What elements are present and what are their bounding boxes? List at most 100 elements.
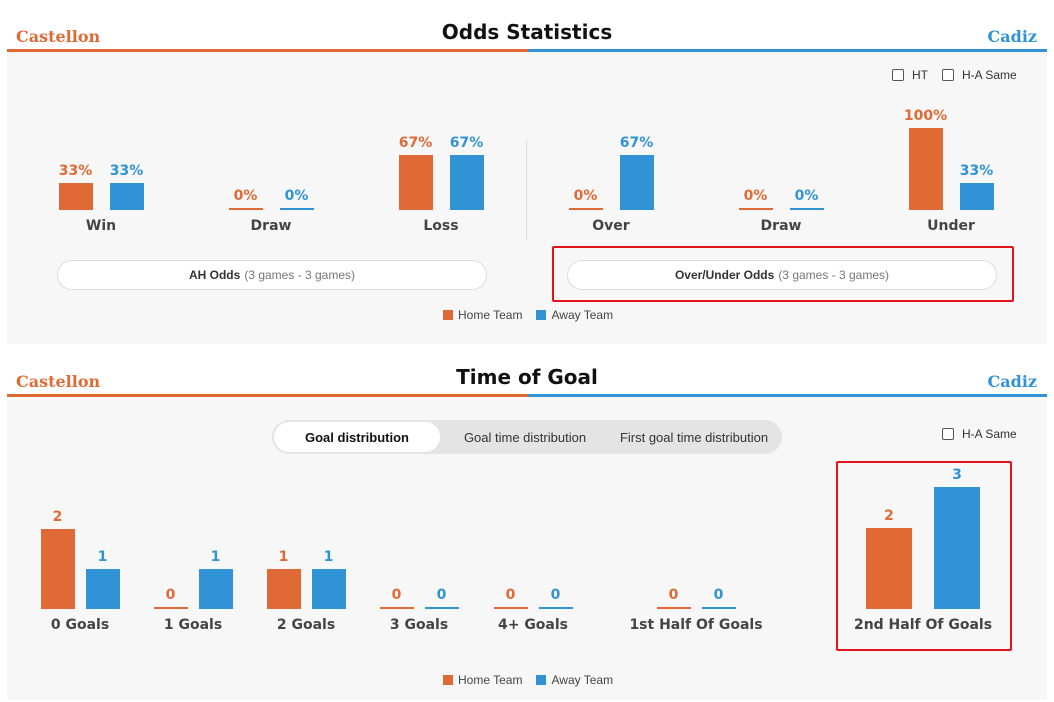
goal-category-label: 2nd Half Of Goals — [853, 617, 993, 633]
goal-value-home: 0 — [165, 587, 176, 603]
goal-bar-home — [493, 607, 528, 609]
goal-category-label: 4+ Goals — [497, 617, 569, 633]
ou-bar-away — [619, 155, 654, 210]
goal-legend: Home Team Away Team — [443, 673, 627, 687]
goal-value-away: 1 — [323, 549, 334, 565]
goal-bar-home — [40, 529, 75, 609]
odds-header: Castellon Odds Statistics Cadiz — [7, 6, 1047, 52]
ha-same-checkbox[interactable]: H-A Same — [942, 427, 1017, 441]
ou-value-home: 0% — [743, 188, 768, 204]
goal-value-away: 0 — [713, 587, 724, 603]
tab-goal-distribution[interactable]: Goal distribution — [274, 422, 440, 452]
away-swatch — [536, 675, 547, 685]
section-title: Time of Goal — [456, 365, 598, 389]
goal-value-home: 0 — [505, 587, 516, 603]
ah-bar-away — [449, 155, 484, 210]
ou-bar-home — [738, 208, 773, 210]
goal-bar-away — [424, 607, 459, 609]
ou-value-home: 100% — [903, 108, 948, 124]
highlight-box-2nd-half — [836, 461, 1012, 651]
tab-goal-time-distribution[interactable]: Goal time distribution — [463, 429, 587, 445]
ou-bar-home — [568, 208, 603, 210]
goal-bar-home — [266, 569, 301, 609]
away-team-name[interactable]: Cadiz — [987, 27, 1037, 46]
ah-value-away: 67% — [449, 135, 484, 151]
away-underline — [528, 394, 1047, 397]
ou-bar-away — [959, 183, 994, 210]
ou-odds-label: Over/Under Odds — [674, 268, 775, 282]
goal-bar-home — [379, 607, 414, 609]
ha-same-label: H-A Same — [962, 68, 1017, 82]
checkbox-icon[interactable] — [892, 69, 904, 81]
goal-bar-home — [866, 528, 912, 609]
home-underline — [7, 49, 528, 52]
legend-home: Home Team — [443, 308, 522, 322]
home-swatch — [443, 310, 453, 320]
ah-odds-games: (3 games - 3 games) — [244, 268, 356, 282]
goal-value-away: 1 — [97, 549, 108, 565]
goal-bar-away — [311, 569, 346, 609]
ou-bar-home — [908, 128, 943, 210]
ah-value-away: 33% — [109, 163, 144, 179]
ah-category-label: Loss — [423, 218, 459, 234]
goal-value-home: 2 — [884, 508, 894, 524]
home-swatch — [443, 675, 453, 685]
legend-away: Away Team — [536, 308, 613, 322]
ah-category-label: Win — [85, 218, 117, 234]
goal-value-away: 1 — [210, 549, 221, 565]
goal-bar-home — [656, 607, 691, 609]
goal-bar-away — [934, 487, 980, 609]
checkbox-icon[interactable] — [942, 428, 954, 440]
legend-home: Home Team — [443, 673, 522, 687]
goal-panel: Goal distribution Goal time distribution… — [7, 397, 1047, 700]
away-team-name[interactable]: Cadiz — [987, 372, 1037, 391]
goal-tabs: Goal distribution Goal time distribution… — [272, 420, 782, 454]
ah-bar-home — [228, 208, 263, 210]
legend-away-label: Away Team — [551, 308, 614, 322]
ah-category-label: Draw — [250, 218, 292, 234]
tab-first-goal-time-distribution[interactable]: First goal time distribution — [619, 429, 769, 445]
goal-bar-away — [701, 607, 736, 609]
ou-odds-games: (3 games - 3 games) — [778, 268, 890, 282]
goal-bar-away — [538, 607, 573, 609]
ah-value-home: 33% — [58, 163, 93, 179]
legend-home-label: Home Team — [458, 308, 523, 322]
checkbox-icon[interactable] — [942, 69, 954, 81]
goal-category-label: 2 Goals — [276, 617, 336, 633]
ah-odds-button[interactable]: AH Odds (3 games - 3 games) — [57, 260, 487, 290]
ah-value-home: 0% — [233, 188, 258, 204]
ha-same-label: H-A Same — [962, 427, 1017, 441]
goal-value-home: 2 — [52, 509, 63, 525]
ha-same-checkbox[interactable]: H-A Same — [942, 68, 1017, 82]
home-team-name[interactable]: Castellon — [16, 27, 101, 46]
ah-bar-away — [279, 208, 314, 210]
home-team-name[interactable]: Castellon — [16, 372, 101, 391]
goal-category-label: 3 Goals — [389, 617, 449, 633]
goal-value-home: 0 — [391, 587, 402, 603]
legend-away-label: Away Team — [551, 673, 614, 687]
ou-value-away: 33% — [959, 163, 994, 179]
ht-label: HT — [912, 68, 928, 82]
goal-value-away: 0 — [550, 587, 561, 603]
ou-bar-away — [789, 208, 824, 210]
ht-checkbox[interactable]: HT — [892, 68, 928, 82]
highlight-box-ou — [552, 246, 1014, 302]
goal-category-label: 0 Goals — [50, 617, 110, 633]
ou-value-home: 0% — [573, 188, 598, 204]
ah-bar-home — [58, 183, 93, 210]
goal-category-label: 1st Half Of Goals — [629, 617, 763, 633]
goal-value-away: 3 — [952, 467, 962, 483]
goal-category-label: 1 Goals — [163, 617, 223, 633]
ou-value-away: 0% — [794, 188, 819, 204]
ou-category-label: Under — [927, 218, 975, 234]
home-underline — [7, 394, 528, 397]
goal-bar-home — [153, 607, 188, 609]
odds-legend: Home Team Away Team — [443, 308, 627, 322]
goal-value-home: 0 — [668, 587, 679, 603]
goal-header: Castellon Time of Goal Cadiz — [7, 351, 1047, 397]
ah-bar-home — [398, 155, 433, 210]
ah-value-away: 0% — [284, 188, 309, 204]
ou-odds-button[interactable]: Over/Under Odds (3 games - 3 games) — [567, 260, 997, 290]
goal-bar-away — [198, 569, 233, 609]
odds-panel: HT H-A Same 33% 33% Win 0% 0% Draw 67% 67% Loss … — [7, 52, 1047, 344]
